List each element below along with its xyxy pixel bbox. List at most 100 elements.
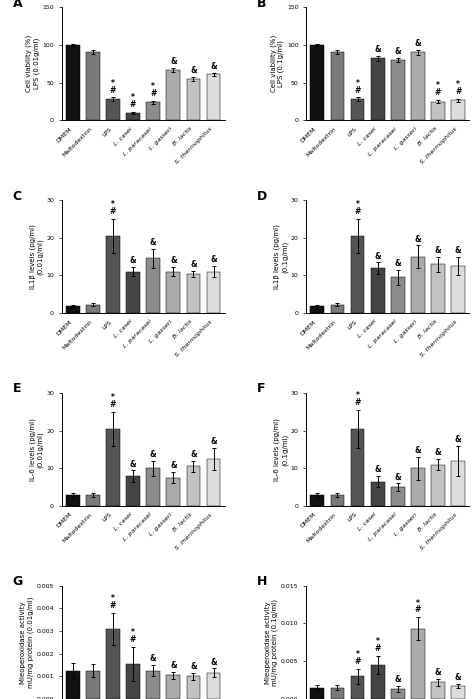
- Text: &: &: [394, 675, 401, 684]
- Bar: [166, 272, 180, 313]
- Bar: [146, 259, 160, 313]
- Text: &: &: [190, 450, 197, 459]
- Text: &: &: [210, 658, 217, 667]
- Bar: [411, 257, 425, 313]
- Bar: [330, 305, 344, 313]
- Text: B. lactis: B. lactis: [417, 126, 438, 147]
- Text: S. thermophilus: S. thermophilus: [419, 319, 458, 358]
- Bar: [351, 677, 365, 699]
- Bar: [207, 74, 220, 120]
- Bar: [371, 268, 384, 313]
- Text: DMEM: DMEM: [55, 512, 73, 529]
- Text: L. paracasei: L. paracasei: [367, 319, 398, 350]
- Bar: [411, 468, 425, 506]
- Bar: [207, 272, 220, 313]
- Text: &: &: [210, 62, 217, 71]
- Bar: [86, 495, 100, 506]
- Text: S. thermophilus: S. thermophilus: [175, 512, 214, 551]
- Text: L. paracasei: L. paracasei: [123, 126, 153, 157]
- Text: L. paracasei: L. paracasei: [367, 512, 398, 542]
- Text: *: *: [111, 79, 115, 87]
- Text: &: &: [394, 259, 401, 268]
- Text: C: C: [13, 189, 22, 203]
- Text: *: *: [356, 200, 359, 209]
- Bar: [431, 682, 445, 699]
- Text: *: *: [111, 594, 115, 603]
- Text: #: #: [110, 85, 116, 94]
- Bar: [86, 670, 100, 699]
- Bar: [310, 305, 324, 313]
- Text: L. gasseri: L. gasseri: [148, 126, 173, 151]
- Bar: [166, 478, 180, 506]
- Text: &: &: [455, 435, 462, 444]
- Y-axis label: Mieoperoxidase activity
mU/mg protein (0.1g/ml): Mieoperoxidase activity mU/mg protein (0…: [265, 599, 278, 686]
- Text: L. paracasei: L. paracasei: [123, 512, 153, 542]
- Text: &: &: [130, 257, 137, 266]
- Text: L. gasseri: L. gasseri: [393, 512, 418, 537]
- Text: &: &: [150, 238, 156, 247]
- Text: &: &: [170, 461, 177, 470]
- Bar: [451, 686, 465, 699]
- Text: #: #: [110, 207, 116, 216]
- Text: &: &: [150, 654, 156, 663]
- Text: #: #: [130, 635, 136, 644]
- Text: *: *: [416, 598, 420, 607]
- Text: LPS: LPS: [101, 319, 113, 330]
- Bar: [126, 476, 140, 506]
- Bar: [451, 266, 465, 313]
- Text: #: #: [130, 100, 136, 109]
- Bar: [391, 278, 405, 313]
- Text: *: *: [111, 393, 115, 402]
- Text: B. lactis: B. lactis: [173, 512, 193, 533]
- Bar: [106, 236, 120, 313]
- Text: #: #: [355, 207, 361, 216]
- Bar: [126, 272, 140, 313]
- Text: S. thermophilus: S. thermophilus: [175, 126, 214, 165]
- Text: &: &: [415, 39, 421, 48]
- Bar: [411, 52, 425, 120]
- Text: #: #: [374, 644, 381, 653]
- Bar: [371, 665, 384, 699]
- Bar: [431, 465, 445, 506]
- Text: &: &: [190, 662, 197, 671]
- Bar: [66, 670, 80, 699]
- Bar: [207, 459, 220, 506]
- Text: &: &: [455, 673, 462, 682]
- Bar: [351, 236, 365, 313]
- Text: L. paracasei: L. paracasei: [123, 319, 153, 350]
- Text: &: &: [415, 446, 421, 455]
- Text: &: &: [170, 57, 177, 66]
- Bar: [310, 688, 324, 699]
- Text: L. gasseri: L. gasseri: [148, 319, 173, 344]
- Text: &: &: [435, 448, 441, 457]
- Text: B: B: [257, 0, 267, 10]
- Text: &: &: [435, 668, 441, 677]
- Bar: [451, 461, 465, 506]
- Text: S. thermophilus: S. thermophilus: [419, 126, 458, 165]
- Text: L. gasseri: L. gasseri: [393, 126, 418, 151]
- Text: &: &: [210, 255, 217, 264]
- Text: *: *: [151, 82, 155, 91]
- Bar: [146, 102, 160, 120]
- Text: &: &: [130, 459, 137, 468]
- Text: &: &: [190, 66, 197, 75]
- Bar: [330, 688, 344, 699]
- Text: B. lactis: B. lactis: [417, 319, 438, 340]
- Text: &: &: [170, 257, 177, 266]
- Bar: [106, 99, 120, 120]
- Text: L. casei: L. casei: [357, 512, 378, 532]
- Text: E: E: [13, 382, 21, 396]
- Bar: [86, 52, 100, 120]
- Bar: [66, 45, 80, 120]
- Text: &: &: [210, 437, 217, 446]
- Text: &: &: [394, 473, 401, 482]
- Bar: [371, 59, 384, 120]
- Text: &: &: [150, 450, 156, 459]
- Text: D: D: [257, 189, 267, 203]
- Text: *: *: [356, 79, 359, 87]
- Text: *: *: [436, 81, 440, 90]
- Text: LPS: LPS: [101, 512, 113, 523]
- Y-axis label: IL-6 levels (pg/ml)
(0.01g/ml): IL-6 levels (pg/ml) (0.01g/ml): [29, 418, 43, 481]
- Bar: [126, 664, 140, 699]
- Bar: [330, 52, 344, 120]
